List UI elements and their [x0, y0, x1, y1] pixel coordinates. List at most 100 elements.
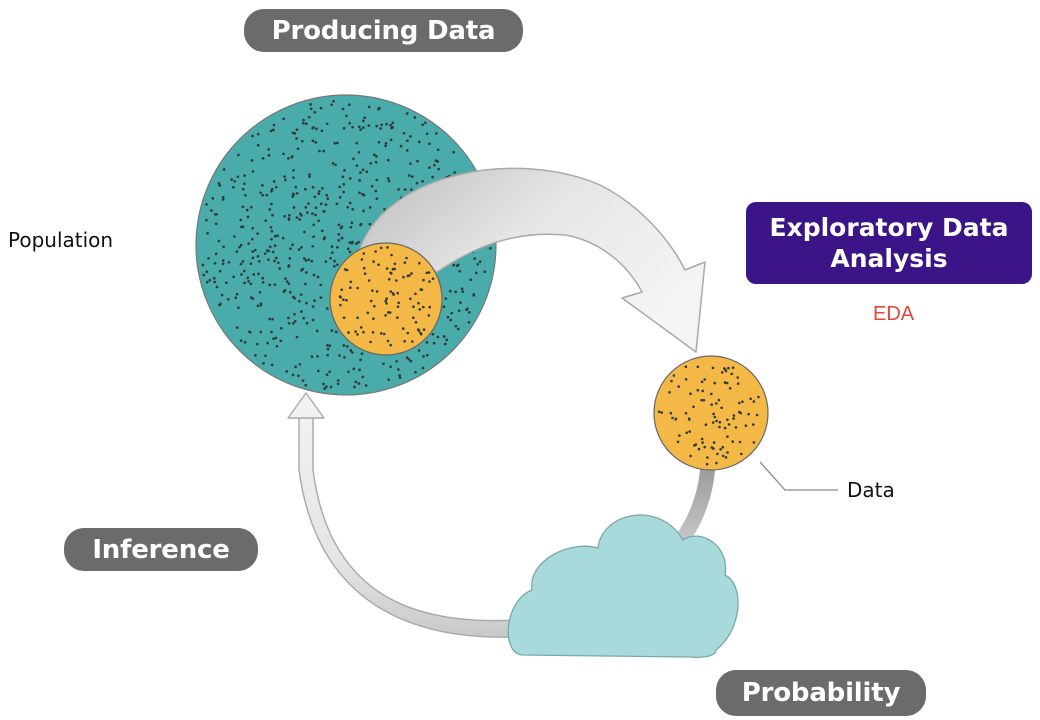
stipple-dot: [322, 382, 325, 386]
stipple-dot: [454, 290, 458, 294]
stipple-dot: [304, 282, 307, 286]
stipple-dot: [398, 374, 401, 377]
stipple-dot: [342, 190, 346, 194]
data-dots: [657, 365, 760, 466]
stipple-dot: [331, 162, 335, 165]
stipple-dot: [483, 270, 487, 274]
stipple-dot: [323, 210, 326, 213]
stipple-dot: [319, 202, 323, 206]
stipple-dot: [374, 160, 378, 164]
stipple-dot: [359, 128, 362, 131]
stipple-dot: [403, 339, 407, 343]
stipple-dot: [353, 385, 356, 389]
stipple-dot: [306, 211, 309, 214]
stipple-dot: [292, 295, 295, 299]
stipple-dot: [361, 168, 365, 172]
stipple-dot: [234, 296, 238, 300]
stipple-dot: [417, 349, 421, 352]
stipple-dot: [303, 230, 306, 234]
stipple-dot: [302, 257, 306, 260]
stipple-dot: [270, 202, 273, 206]
stipple-dot: [243, 281, 246, 285]
stipple-dot: [249, 330, 252, 334]
stipple-dot: [237, 153, 240, 157]
stipple-dot: [360, 352, 364, 355]
stipple-dot: [372, 260, 375, 263]
stipple-dot: [285, 370, 289, 373]
stipple-dot: [349, 225, 353, 229]
stipple-dot: [435, 132, 438, 135]
stipple-dot: [267, 258, 270, 262]
stipple-dot: [389, 123, 392, 127]
stipple-dot: [304, 122, 308, 126]
stipple-dot: [251, 297, 255, 300]
stipple-dot: [452, 263, 456, 267]
stipple-dot: [422, 328, 426, 331]
stipple-dot: [669, 411, 673, 415]
stipple-dot: [334, 163, 337, 167]
stipple-dot: [218, 303, 221, 307]
stipple-dot: [360, 258, 364, 261]
stipple-dot: [233, 235, 236, 238]
sample-dots: [338, 246, 435, 347]
stipple-dot: [311, 212, 314, 215]
stipple-dot: [329, 385, 333, 389]
stipple-dot: [213, 261, 217, 265]
stipple-dot: [297, 374, 300, 378]
stipple-dot: [312, 273, 316, 277]
stipple-dot: [476, 262, 480, 266]
stipple-dot: [343, 356, 346, 359]
stipple-dot: [391, 292, 395, 295]
stipple-dot: [256, 255, 260, 258]
stipple-dot: [428, 305, 432, 309]
stipple-dot: [425, 341, 429, 344]
stipple-dot: [273, 283, 277, 286]
stipple-dot: [356, 286, 359, 290]
stipple-dot: [409, 162, 412, 165]
stipple-dot: [702, 398, 706, 402]
stipple-dot: [368, 206, 372, 209]
stipple-dot: [397, 368, 400, 371]
stipple-dot: [390, 126, 393, 130]
stipple-dot: [377, 140, 381, 144]
stipple-dot: [418, 261, 421, 265]
stipple-dot: [384, 299, 388, 303]
stipple-dot: [365, 170, 369, 174]
stipple-dot: [300, 246, 303, 249]
stipple-dot: [386, 339, 390, 343]
stipple-dot: [322, 149, 326, 153]
stipple-dot: [345, 345, 349, 348]
stipple-dot: [345, 268, 349, 272]
stipple-dot: [214, 252, 218, 256]
stipple-dot: [478, 260, 482, 264]
stipple-dot: [409, 135, 412, 138]
stipple-dot: [261, 276, 265, 280]
stipple-dot: [335, 141, 339, 145]
stipple-dot: [239, 243, 243, 247]
stipple-dot: [383, 207, 386, 211]
stipple-dot: [297, 248, 301, 251]
stipple-dot: [311, 244, 315, 248]
population-label: Population: [8, 228, 114, 252]
stipple-dot: [713, 381, 716, 385]
stipple-dot: [389, 365, 392, 369]
stipple-dot: [727, 366, 730, 370]
stipple-dot: [308, 175, 311, 179]
stipple-dot: [416, 159, 419, 163]
stipple-dot: [723, 426, 727, 430]
stipple-dot: [422, 278, 425, 282]
stipple-dot: [378, 106, 381, 110]
stipple-dot: [294, 365, 297, 369]
stipple-dot: [385, 302, 388, 305]
stipple-dot: [345, 298, 348, 302]
stipple-dot: [307, 202, 310, 206]
stipple-dot: [389, 271, 392, 275]
stipple-dot: [442, 335, 446, 338]
stipple-dot: [314, 213, 317, 217]
stipple-dot: [302, 316, 305, 320]
stipple-dot: [357, 382, 361, 385]
stipple-dot: [301, 379, 305, 382]
stipple-dot: [291, 243, 294, 247]
probability-pill: Probability: [716, 670, 926, 716]
